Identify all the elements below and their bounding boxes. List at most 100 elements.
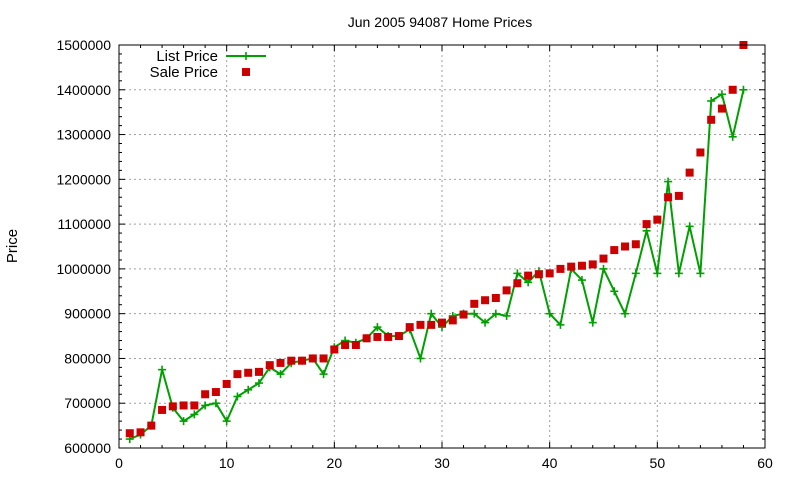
y-tick-labels: 600000 700000 800000 900000 1000000 1100000 12… (56, 37, 111, 456)
sale-price-point (168, 402, 177, 411)
sale-price-point (524, 271, 533, 280)
list-price-point (739, 85, 748, 94)
sale-price-point (233, 370, 242, 379)
sale-price-point (653, 215, 662, 224)
sale-price-point (211, 388, 220, 397)
sale-price-point (599, 254, 608, 263)
y-axis-label: Price (4, 229, 21, 263)
sale-price-point (362, 334, 371, 343)
list-price-point (470, 309, 479, 318)
sale-price-point (728, 85, 737, 94)
sale-price-point (405, 323, 414, 332)
sale-price-point (125, 429, 134, 438)
list-price-point (513, 269, 522, 278)
list-price-point (707, 96, 716, 105)
list-price-point (190, 410, 199, 419)
legend-marker-list-price (242, 52, 250, 60)
list-price-point (427, 309, 436, 318)
sale-price-point (664, 193, 673, 202)
list-price-point (545, 309, 554, 318)
x-tick-label: 60 (757, 455, 773, 471)
list-price-point (524, 278, 533, 287)
legend: List Price Sale Price (150, 48, 266, 81)
y-tick-label: 1000000 (56, 261, 111, 277)
sale-price-point (147, 421, 156, 430)
legend-label-sale-price: Sale Price (150, 64, 218, 81)
list-price-point (610, 287, 619, 296)
sale-price-point (308, 354, 317, 363)
x-tick-label: 0 (115, 455, 123, 471)
list-price-point (481, 318, 490, 327)
sale-price-point (319, 354, 328, 363)
sale-price-point (459, 310, 468, 319)
sale-price-point (707, 115, 716, 124)
list-price-point (416, 354, 425, 363)
sale-price-point (631, 240, 640, 249)
sale-price-point (384, 332, 393, 341)
sale-price-point (427, 320, 436, 329)
list-price-point (319, 370, 328, 379)
list-price-point (653, 269, 662, 278)
list-price-point (599, 264, 608, 273)
list-price-point (233, 392, 242, 401)
sale-price-point (470, 299, 479, 308)
y-tick-label: 800000 (64, 350, 111, 366)
sale-price-point (717, 104, 726, 113)
sale-price-point (254, 367, 263, 376)
sale-price-point (244, 368, 253, 377)
list-price-point (674, 269, 683, 278)
y-tick-label: 1500000 (56, 37, 111, 53)
sale-price-point (610, 246, 619, 255)
chart-title: Jun 2005 94087 Home Prices (348, 14, 532, 30)
sale-price-point (481, 296, 490, 305)
list-price-point (588, 318, 597, 327)
sale-price-point (351, 341, 360, 350)
sale-price-point (588, 260, 597, 269)
list-price-point (631, 269, 640, 278)
y-tick-label: 900000 (64, 306, 111, 322)
y-tick-label: 700000 (64, 395, 111, 411)
list-price-point (201, 401, 210, 410)
list-price-point (728, 132, 737, 141)
sale-price-point (577, 261, 586, 270)
sale-price-point (287, 356, 296, 365)
sale-price-point (265, 361, 274, 370)
sale-price-point (502, 286, 511, 295)
y-tick-label: 600000 (64, 440, 111, 456)
list-price-point (577, 276, 586, 285)
sale-price-point (448, 316, 457, 325)
sale-price-point (298, 356, 307, 365)
sale-price-point (674, 191, 683, 200)
sale-price-point (341, 341, 350, 350)
y-tick-label: 1100000 (58, 216, 112, 232)
sale-price-point (696, 148, 705, 157)
list-price-point (717, 90, 726, 99)
series-line-list-price (129, 89, 745, 440)
list-price-point (276, 370, 285, 379)
x-tick-label: 40 (542, 455, 558, 471)
sale-price-point (276, 358, 285, 367)
x-tick-label: 10 (219, 455, 235, 471)
sale-price-point (491, 293, 500, 302)
x-tick-labels: 0 10 20 30 40 50 60 (115, 455, 773, 471)
sale-price-point (513, 279, 522, 288)
x-tick-label: 30 (434, 455, 450, 471)
list-price-point (696, 269, 705, 278)
sale-price-point (416, 320, 425, 329)
grid (119, 45, 765, 448)
list-price-point (491, 309, 500, 318)
x-tick-label: 50 (650, 455, 666, 471)
list-price-point (254, 379, 263, 388)
sale-price-point (545, 269, 554, 278)
list-price-point (664, 177, 673, 186)
plot-frame (118, 44, 766, 449)
sale-price-point (556, 264, 565, 273)
sale-price-point (642, 220, 651, 229)
list-price-point (685, 222, 694, 231)
sale-price-point (621, 242, 630, 251)
sale-price-point (179, 401, 188, 410)
series (125, 41, 748, 444)
sale-price-point (136, 428, 145, 437)
sale-price-point (438, 318, 446, 327)
